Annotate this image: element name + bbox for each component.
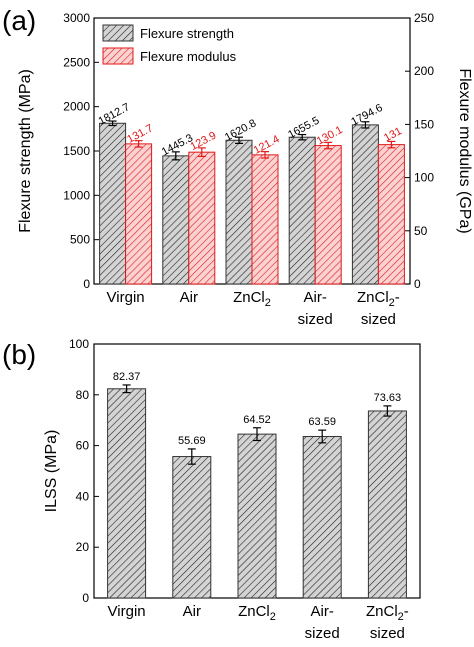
panel-b-y-axis: 0 20 40 60 80 100 — [69, 337, 99, 605]
a-right-tick-label-1: 50 — [414, 224, 428, 238]
legend-swatch-flexure-modulus — [102, 47, 134, 65]
panel-a-label: (a) — [2, 5, 36, 36]
bar-flexure-strength-0 — [99, 122, 127, 285]
a-left-tick-label-4: 2000 — [63, 100, 90, 114]
panel-a-right-axis: 0 50 100 150 200 250 — [405, 11, 434, 291]
a-category-1: Air — [180, 289, 198, 306]
a-category-2: ZnCl2 — [233, 289, 271, 309]
b-category-3-line2: sized — [305, 625, 340, 642]
bar-flexure-strength-2 — [225, 139, 253, 285]
label-flexure-strength-2: 1620.8 — [223, 117, 258, 143]
bar-ilss-1 — [172, 456, 212, 599]
panel-a-left-ylabel: Flexure strength (MPa) — [17, 69, 34, 233]
errorbar-flexure-strength-4 — [361, 121, 370, 129]
panel-b-category-labels: Virgin Air ZnCl2 Air-sized ZnCl2- sized — [108, 603, 409, 642]
panel-a-left-axis: 0 500 1000 1500 2000 2500 3000 — [63, 11, 99, 291]
a-right-tick-label-3: 150 — [414, 117, 434, 131]
errorbar-ilss-3 — [318, 429, 327, 444]
a-left-tick-label-2: 1000 — [63, 188, 90, 202]
label-flexure-modulus-2: 121.4 — [252, 133, 282, 157]
b-tick-label-1: 20 — [76, 540, 90, 554]
label-flexure-modulus-1: 123.9 — [188, 130, 218, 154]
label-flexure-modulus-0: 131.7 — [125, 122, 155, 146]
label-flexure-strength-4: 1794.6 — [349, 102, 384, 128]
errorbar-flexure-strength-2 — [235, 136, 243, 144]
label-flexure-modulus-3: 130.1 — [315, 124, 345, 148]
a-category-3: Air- — [304, 289, 327, 306]
bar-flexure-strength-1 — [162, 155, 190, 285]
panel-b: (b) 0 20 40 60 80 100 82.37 55.69 64.52 63.59 73.… — [2, 337, 421, 642]
b-category-3: Air- — [311, 603, 334, 620]
a-left-tick-label-6: 3000 — [63, 11, 90, 25]
errorbar-flexure-modulus-4 — [387, 140, 396, 149]
a-category-0: Virgin — [107, 289, 145, 306]
panel-a: (a) 0 500 1000 1500 2000 2500 3000 0 50 100 150 20… — [2, 5, 473, 328]
a-left-tick-label-3: 1500 — [63, 144, 90, 158]
a-category-4: ZnCl2- — [357, 289, 400, 309]
bar-flexure-modulus-4 — [377, 144, 405, 285]
a-category-3-line2: sized — [298, 311, 333, 328]
b-tick-label-5: 100 — [69, 337, 89, 351]
label-ilss-3: 63.59 — [308, 416, 336, 428]
errorbar-flexure-strength-3 — [298, 133, 307, 141]
label-ilss-0: 82.37 — [113, 371, 141, 383]
bar-flexure-modulus-1 — [188, 151, 216, 285]
errorbar-flexure-modulus-1 — [197, 147, 206, 158]
errorbar-flexure-modulus-2 — [261, 151, 269, 159]
bar-ilss-4 — [367, 410, 407, 599]
legend-label-flexure-modulus: Flexure modulus — [140, 49, 237, 64]
b-tick-label-3: 60 — [76, 439, 90, 453]
b-category-4: ZnCl2- — [366, 603, 409, 623]
panel-a-category-labels: Virgin Air ZnCl2 Air-sized ZnCl2- sized — [107, 289, 400, 328]
a-right-tick-label-5: 250 — [414, 11, 434, 25]
errorbar-ilss-1 — [187, 448, 196, 465]
label-flexure-modulus-4: 131 — [382, 125, 404, 144]
legend-label-flexure-strength: Flexure strength — [140, 26, 234, 41]
bar-ilss-0 — [107, 388, 147, 599]
panel-a-legend: Flexure strength Flexure modulus — [102, 24, 237, 65]
b-tick-label-0: 0 — [82, 591, 89, 605]
b-tick-label-4: 80 — [76, 388, 90, 402]
b-tick-label-2: 40 — [76, 489, 90, 503]
errorbar-flexure-modulus-0 — [134, 140, 143, 148]
errorbar-flexure-modulus-3 — [324, 141, 333, 150]
bar-ilss-3 — [302, 435, 342, 599]
bar-flexure-modulus-2 — [251, 154, 279, 285]
a-left-tick-label-0: 0 — [83, 277, 90, 291]
errorbar-ilss-0 — [122, 384, 131, 394]
panel-a-right-ylabel: Flexure modulus (GPa) — [456, 68, 473, 233]
label-ilss-4: 73.63 — [374, 392, 402, 404]
a-left-tick-label-1: 500 — [70, 233, 90, 247]
b-category-4-line2: sized — [370, 625, 405, 642]
a-right-tick-label-0: 0 — [414, 277, 421, 291]
panel-b-label: (b) — [2, 339, 36, 370]
panel-b-bars: 82.37 55.69 64.52 63.59 73.63 — [107, 371, 407, 599]
bar-flexure-strength-4 — [351, 124, 379, 285]
panel-b-ylabel: ILSS (MPa) — [43, 430, 60, 513]
a-category-4-line2: sized — [361, 311, 396, 328]
b-category-0: Virgin — [108, 603, 146, 620]
a-right-tick-label-2: 100 — [414, 171, 434, 185]
a-left-tick-label-5: 2500 — [63, 55, 90, 69]
bar-flexure-strength-3 — [288, 136, 316, 285]
errorbar-flexure-strength-0 — [108, 120, 117, 127]
errorbar-flexure-strength-1 — [171, 151, 180, 161]
a-right-tick-label-4: 200 — [414, 64, 434, 78]
bar-flexure-modulus-0 — [125, 143, 153, 285]
bar-flexure-modulus-3 — [314, 145, 342, 285]
legend-swatch-flexure-strength — [102, 24, 134, 42]
b-category-2: ZnCl2 — [238, 603, 276, 623]
errorbar-ilss-4 — [383, 405, 392, 417]
label-ilss-2: 64.52 — [243, 414, 271, 426]
errorbar-ilss-2 — [253, 427, 261, 442]
bar-ilss-2 — [237, 433, 277, 599]
label-ilss-1: 55.69 — [178, 435, 206, 447]
b-category-1: Air — [183, 603, 201, 620]
